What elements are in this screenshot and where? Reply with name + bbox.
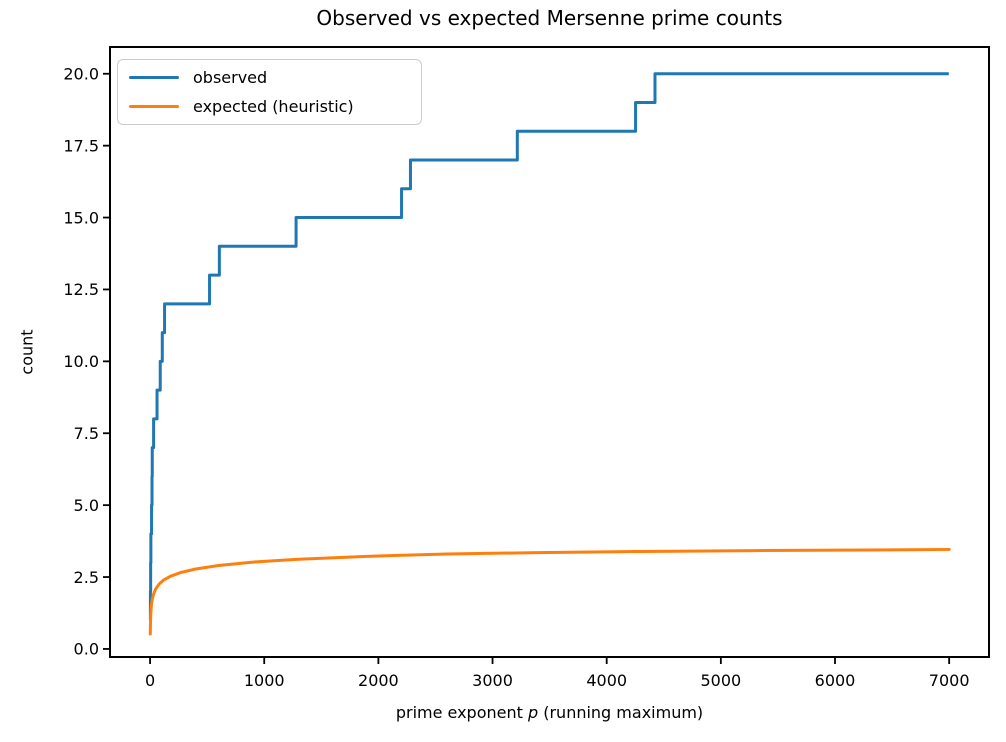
chart-title: Observed vs expected Mersenne prime coun… — [316, 6, 783, 30]
y-tick-label: 7.5 — [74, 424, 99, 443]
y-tick-label: 10.0 — [63, 352, 99, 371]
expected-line-swatch — [129, 104, 179, 109]
x-tick-label: 0 — [145, 671, 155, 690]
x-tick-label: 2000 — [358, 671, 399, 690]
x-tick-label: 4000 — [586, 671, 627, 690]
y-tick-label: 12.5 — [63, 280, 99, 299]
y-tick-label: 15.0 — [63, 208, 99, 227]
x-tick-label: 7000 — [929, 671, 970, 690]
x-axis-label-text: (running maximum) — [538, 703, 704, 722]
x-axis-label: prime exponent p (running maximum) — [110, 703, 989, 722]
legend: observed expected (heuristic) — [117, 59, 422, 125]
x-tick-label: 6000 — [815, 671, 856, 690]
observed-line — [148, 72, 949, 622]
axes-spines — [109, 46, 990, 658]
legend-item-observed: observed — [129, 66, 421, 90]
x-axis-label-text: prime exponent — [395, 703, 528, 722]
legend-label: observed — [193, 67, 268, 87]
expected-line — [148, 547, 951, 636]
y-axis-label: count — [17, 329, 37, 375]
y-tick-label: 17.5 — [63, 136, 99, 155]
x-tick-label: 3000 — [472, 671, 513, 690]
legend-label: expected (heuristic) — [193, 96, 354, 116]
x-axis-label-variable: p — [527, 703, 539, 722]
observed-line-swatch — [129, 75, 179, 80]
y-tick-label: 20.0 — [63, 65, 99, 84]
y-tick-label: 0.0 — [74, 640, 99, 659]
y-tick-label: 5.0 — [74, 496, 99, 515]
x-tick-label: 5000 — [700, 671, 741, 690]
y-tick-label: 2.5 — [74, 568, 99, 587]
x-tick-label: 1000 — [244, 671, 285, 690]
legend-item-expected: expected (heuristic) — [129, 95, 421, 119]
